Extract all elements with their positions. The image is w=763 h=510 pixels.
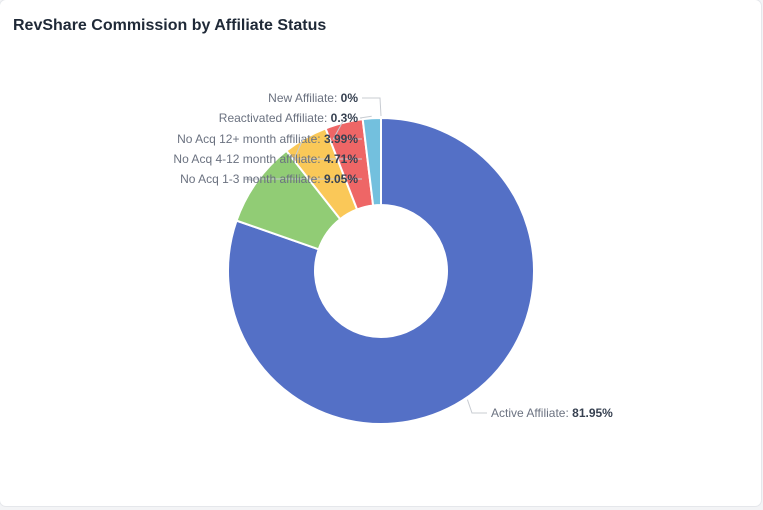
data-label-no-acq-4-12-month-affiliate: No Acq 4-12 month affiliate: 4.71% xyxy=(173,152,358,166)
label-value: 0.3% xyxy=(331,111,359,125)
slice-reactivated-affiliate[interactable] xyxy=(361,117,382,207)
label-line-active-affiliate xyxy=(466,399,487,414)
label-category: New Affiliate: xyxy=(268,91,340,105)
data-label-active-affiliate: Active Affiliate: 81.95% xyxy=(491,406,613,420)
label-value: 81.95% xyxy=(572,406,613,420)
label-value: 4.71% xyxy=(324,152,358,166)
label-category: No Acq 1-3 month affiliate: xyxy=(180,172,324,186)
label-category: No Acq 4-12 month affiliate: xyxy=(173,152,324,166)
label-line-no-acq-4-12-month-affiliate xyxy=(293,136,362,160)
data-label-no-acq-1-3-month-affiliate: No Acq 1-3 month affiliate: 9.05% xyxy=(180,172,358,186)
label-category: Active Affiliate: xyxy=(491,406,572,420)
label-line-new-affiliate xyxy=(362,97,382,117)
label-line-reactivated-affiliate xyxy=(359,115,372,119)
data-label-new-affiliate: New Affiliate: 0% xyxy=(268,91,358,105)
label-category: Reactivated Affiliate: xyxy=(219,111,331,125)
label-line-no-acq-1-3-month-affiliate xyxy=(244,178,362,182)
label-value: 0% xyxy=(341,91,359,105)
slice-active-affiliate[interactable] xyxy=(227,117,535,425)
label-category: No Acq 12+ month affiliate: xyxy=(177,132,324,146)
label-value: 9.05% xyxy=(324,172,358,186)
label-value: 3.99% xyxy=(324,132,358,146)
data-label-no-acq-12-month-affiliate: No Acq 12+ month affiliate: 3.99% xyxy=(177,132,358,146)
label-line-no-acq-12-month-affiliate xyxy=(332,120,362,140)
data-label-reactivated-affiliate: Reactivated Affiliate: 0.3% xyxy=(219,111,359,125)
chart-title: RevShare Commission by Affiliate Status xyxy=(13,17,327,34)
